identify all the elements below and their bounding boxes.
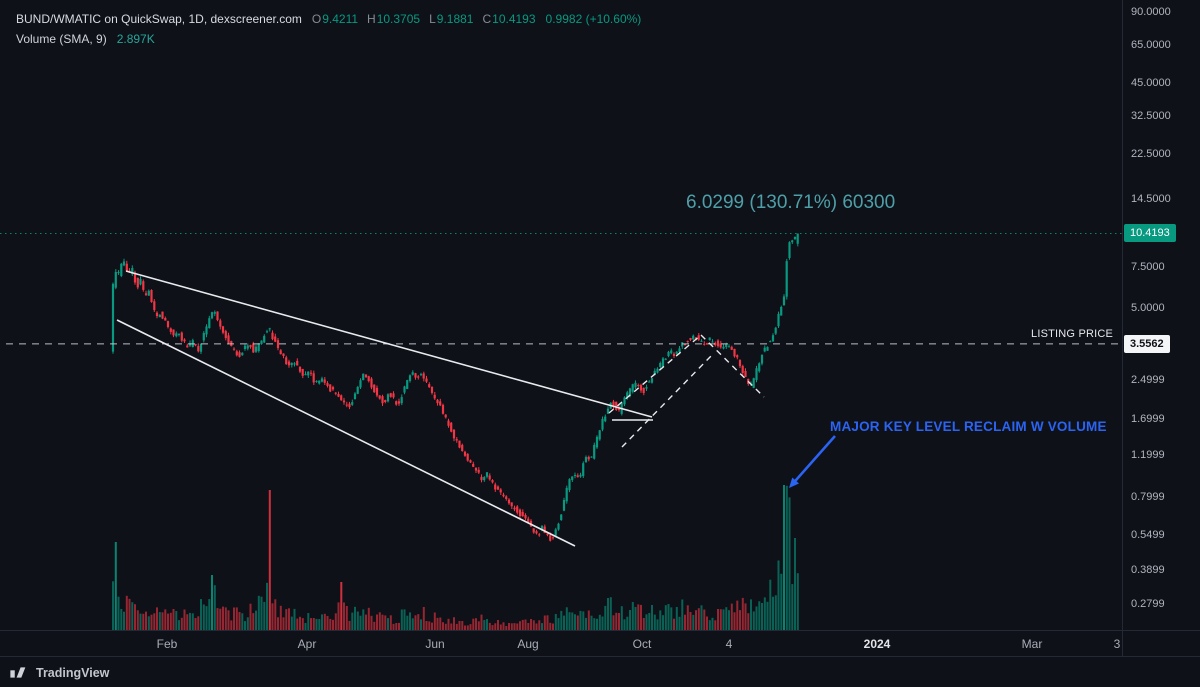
time-axis-label: Feb [156, 637, 178, 651]
time-axis[interactable]: Feb Apr Jun Aug Oct 4 2024 Mar 3 [0, 630, 1200, 657]
legend-symbol-row: BUND/WMATIC on QuickSwap, 1D, dexscreene… [16, 9, 641, 29]
measurement-annotation[interactable]: 6.0299 (130.71%) 60300 [686, 192, 896, 213]
price-axis-label: 7.5000 [1131, 260, 1165, 273]
volume-value: 2.897K [116, 32, 155, 46]
time-axis-label: Jun [425, 637, 445, 651]
footer-bar: TradingView [0, 656, 1200, 687]
legend-volume-row: Volume (SMA, 9) 2.897K [16, 29, 641, 49]
price-axis-label: 0.2799 [1131, 598, 1165, 611]
price-axis-label: 0.7999 [1131, 490, 1165, 503]
price-axis-label: 5.0000 [1131, 302, 1165, 315]
price-axis-label: 32.5000 [1131, 110, 1171, 123]
listing-price-label[interactable]: LISTING PRICE [1031, 327, 1114, 340]
ohlc-item: O9.4211 [311, 12, 359, 26]
time-axis-label: 2024 [863, 637, 891, 651]
price-axis-label: 14.5000 [1131, 193, 1171, 205]
tradingview-logo-icon[interactable] [10, 665, 29, 680]
time-axis-label: Apr [297, 637, 317, 651]
price-axis[interactable]: 10.4193 3.5562 90.0000 65.0000 45.0000 32.5… [1122, 0, 1200, 656]
price-axis-label: 1.1999 [1131, 448, 1165, 461]
volume-indicator-label[interactable]: Volume (SMA, 9) [16, 32, 107, 46]
price-axis-label: 65.0000 [1131, 38, 1171, 51]
key-level-annotation[interactable]: MAJOR KEY LEVEL RECLAIM W VOLUME [830, 419, 1107, 434]
listing-price-badge: 3.5562 [1124, 334, 1170, 353]
tradingview-brand-label[interactable]: TradingView [36, 665, 110, 680]
chart-legend: BUND/WMATIC on QuickSwap, 1D, dexscreene… [16, 9, 641, 49]
price-axis-label: 2.4999 [1131, 373, 1165, 386]
current-price-badge: 10.4193 [1124, 224, 1176, 243]
time-axis-label: Mar [1021, 637, 1043, 651]
price-axis-label: 22.5000 [1131, 147, 1171, 160]
time-axis-label: Oct [632, 637, 652, 651]
ohlc-values: O9.4211 H10.3705 L9.1881 C10.4193 [312, 9, 536, 29]
price-axis-label: 1.6999 [1131, 413, 1165, 426]
ohlc-item: L9.1881 [429, 12, 474, 26]
price-axis-label: 0.5499 [1131, 529, 1165, 542]
ohlc-item: H10.3705 [367, 12, 421, 26]
price-axis-label: 90.0000 [1131, 5, 1171, 18]
time-axis-label: 3 [1113, 637, 1121, 651]
time-axis-label: 4 [725, 637, 733, 651]
price-axis-label: 0.3899 [1131, 564, 1165, 577]
change-value: 0.9982 (+10.60%) [545, 12, 642, 26]
price-chart-canvas[interactable] [0, 0, 1122, 630]
ohlc-item: C10.4193 [482, 12, 536, 26]
symbol-title[interactable]: BUND/WMATIC on QuickSwap, 1D, dexscreene… [16, 12, 302, 26]
time-axis-label: Aug [517, 637, 539, 651]
price-axis-label: 45.0000 [1131, 76, 1171, 89]
